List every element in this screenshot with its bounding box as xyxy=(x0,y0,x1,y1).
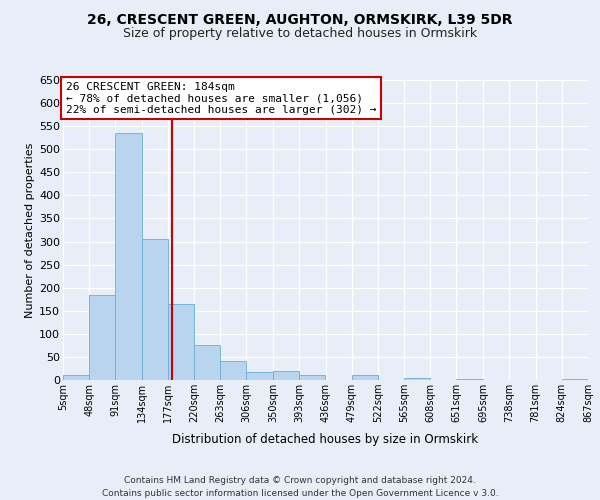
X-axis label: Distribution of detached houses by size in Ormskirk: Distribution of detached houses by size … xyxy=(172,434,479,446)
Bar xyxy=(299,376,325,380)
Bar xyxy=(115,133,142,380)
Text: 26 CRESCENT GREEN: 184sqm
← 78% of detached houses are smaller (1,056)
22% of se: 26 CRESCENT GREEN: 184sqm ← 78% of detac… xyxy=(65,82,376,114)
Bar xyxy=(142,239,168,380)
Text: Contains HM Land Registry data © Crown copyright and database right 2024.: Contains HM Land Registry data © Crown c… xyxy=(124,476,476,485)
Text: 26, CRESCENT GREEN, AUGHTON, ORMSKIRK, L39 5DR: 26, CRESCENT GREEN, AUGHTON, ORMSKIRK, L… xyxy=(87,12,513,26)
Bar xyxy=(194,346,220,380)
Bar xyxy=(404,378,430,380)
Bar xyxy=(63,376,89,380)
Bar xyxy=(457,379,483,380)
Text: Size of property relative to detached houses in Ormskirk: Size of property relative to detached ho… xyxy=(123,28,477,40)
Bar xyxy=(220,360,247,380)
Bar xyxy=(168,304,194,380)
Bar xyxy=(89,294,115,380)
Bar xyxy=(273,371,299,380)
Bar xyxy=(247,372,273,380)
Y-axis label: Number of detached properties: Number of detached properties xyxy=(25,142,35,318)
Bar xyxy=(562,379,588,380)
Text: Contains public sector information licensed under the Open Government Licence v : Contains public sector information licen… xyxy=(101,489,499,498)
Bar xyxy=(352,376,378,380)
